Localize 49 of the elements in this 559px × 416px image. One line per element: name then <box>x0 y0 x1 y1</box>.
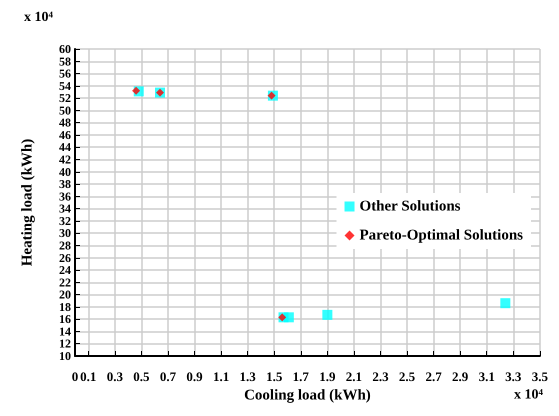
y-tick-label: 58 <box>59 54 71 68</box>
x-tick-label: 0.7 <box>160 369 177 384</box>
y-tick-label: 28 <box>59 238 71 252</box>
y-tick-label: 24 <box>59 263 71 278</box>
y-tick-label: 38 <box>59 177 71 192</box>
legend-label: Other Solutions <box>360 198 461 214</box>
y-tick-label: 54 <box>59 78 71 93</box>
x-tick-label: 3.3 <box>505 369 522 384</box>
y-tick-label: 40 <box>59 164 71 179</box>
x-tick-label: 1.3 <box>240 369 256 384</box>
y-axis-title: Heating load (kWh) <box>20 138 36 266</box>
x-tick-label: 2.9 <box>452 369 469 384</box>
y-tick-label: 42 <box>59 152 71 167</box>
x-tick-label: 1.7 <box>292 369 310 384</box>
y-tick-label: 32 <box>59 214 71 228</box>
x-tick-label: 1.5 <box>266 369 283 384</box>
x-tick-label: 2.1 <box>346 369 362 384</box>
y-tick-label: 46 <box>59 128 71 142</box>
x-tick-label: 3.1 <box>478 369 495 384</box>
x-tick-label: 3.5 <box>532 369 548 384</box>
y-tick-label: 16 <box>59 312 71 326</box>
x-tick-label: 0.1 <box>80 369 96 384</box>
y-tick-label: 44 <box>59 140 71 154</box>
x-tick-label: 1.1 <box>212 369 230 384</box>
x-tick-label: 2.3 <box>372 369 390 384</box>
x-tick-label: 0.9 <box>186 369 204 384</box>
y-tick-label: 18 <box>59 300 71 314</box>
y-tick-label: 50 <box>59 103 71 118</box>
y-tick-label: 52 <box>59 91 71 106</box>
y-tick-label: 34 <box>59 202 71 216</box>
x-axis-title: Cooling load (kWh) <box>244 387 371 404</box>
y-tick-label: 26 <box>59 250 71 265</box>
y-tick-label: 30 <box>59 226 71 240</box>
x-tick-label: 2.5 <box>398 369 416 384</box>
y-tick-label: 10 <box>59 349 71 363</box>
x-tick-label: 1.9 <box>319 369 336 384</box>
y-tick-label: 12 <box>59 336 71 351</box>
x-tick-label: 0.3 <box>106 369 124 384</box>
y-tick-label: 48 <box>59 116 71 130</box>
y-tick-label: 60 <box>59 42 71 56</box>
x-tick-label: 0.5 <box>133 369 150 384</box>
y-tick-label: 20 <box>59 288 71 302</box>
y-tick-label: 14 <box>59 324 71 338</box>
y-tick-label: 36 <box>59 189 71 204</box>
y-tick-label: 56 <box>59 66 71 81</box>
x-tick-label: 2.7 <box>425 369 442 384</box>
y-tick-label: 22 <box>59 275 71 290</box>
x-tick-label: 0 <box>72 369 78 384</box>
legend-label: Pareto-Optimal Solutions <box>360 228 524 244</box>
